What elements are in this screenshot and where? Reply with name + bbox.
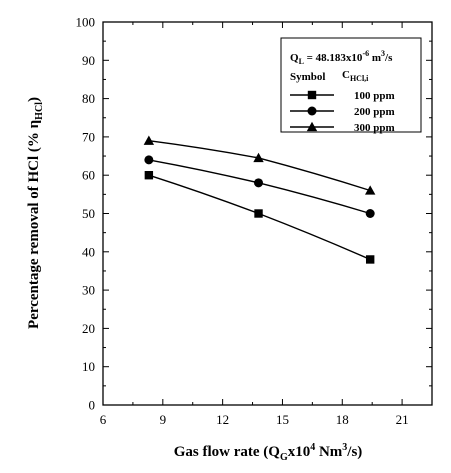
- x-tick-label: 18: [336, 412, 349, 427]
- data-point: [365, 255, 375, 264]
- axis-tick-labels: 0 10 20 30 40 50 60 70 80 90 100 6 9 12 15 18 21: [76, 15, 409, 428]
- y-axis-label: Percentage removal of HCl (% ηHCl): [26, 97, 45, 329]
- series-group: [143, 135, 376, 264]
- x-tick-label: 9: [160, 412, 167, 427]
- data-point: [144, 155, 154, 165]
- axis-ticks: [102, 21, 433, 406]
- legend-label: 100 ppm: [354, 90, 395, 102]
- legend-items: 100 ppm 200 ppm 300 ppm: [290, 90, 395, 134]
- legend-conc-header: CHCl,i: [342, 69, 369, 83]
- x-tick-label: 21: [396, 412, 409, 427]
- legend-marker: [306, 121, 318, 132]
- data-point: [144, 171, 154, 180]
- x-tick-label: 15: [276, 412, 289, 427]
- x-tick-label: 6: [100, 412, 107, 427]
- y-tick-label: 20: [82, 321, 95, 336]
- data-point: [365, 209, 375, 218]
- legend-box: [280, 37, 422, 133]
- legend-marker: [307, 106, 317, 116]
- legend-condition: QL = 48.183x10-6 m3/s: [290, 49, 393, 66]
- data-point: [143, 135, 155, 145]
- y-tick-label: 80: [82, 91, 95, 106]
- y-tick-label: 60: [82, 168, 95, 183]
- y-tick-label: 10: [82, 359, 95, 374]
- legend-label: 300 ppm: [354, 122, 395, 134]
- y-tick-label: 40: [82, 244, 95, 259]
- x-tick-label: 12: [216, 412, 229, 427]
- data-point: [254, 209, 263, 218]
- legend-marker: [307, 90, 317, 100]
- x-axis-label: Gas flow rate (QGx104 Nm3/s): [174, 442, 363, 463]
- legend-symbol-header: Symbol: [290, 71, 325, 83]
- y-tick-label: 90: [82, 53, 95, 68]
- data-point: [364, 185, 376, 195]
- data-point: [253, 152, 264, 163]
- y-tick-label: 50: [82, 206, 95, 221]
- y-tick-label: 0: [89, 398, 96, 413]
- legend-label: 200 ppm: [354, 106, 395, 118]
- y-tick-label: 30: [82, 283, 95, 298]
- y-tick-label: 100: [76, 15, 96, 30]
- y-tick-label: 70: [82, 129, 95, 144]
- legend: QL = 48.183x10-6 m3/s Symbol CHCl,i 100 …: [280, 37, 422, 134]
- data-point: [254, 178, 264, 188]
